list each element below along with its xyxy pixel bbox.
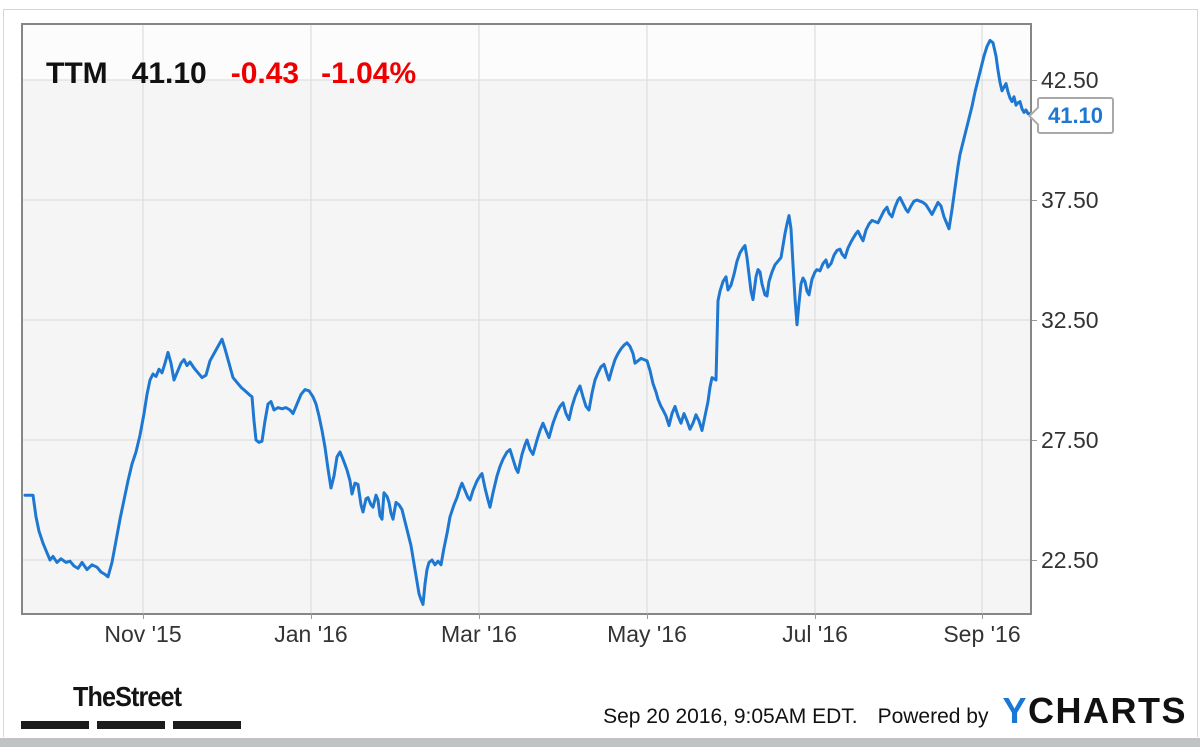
x-axis-tick (311, 613, 312, 619)
attribution-row: Sep 20 2016, 9:05AM EDT. Powered by YCHA… (603, 690, 1187, 732)
thestreet-logo-dash (21, 721, 89, 729)
x-axis-label: Sep '16 (943, 621, 1021, 647)
thestreet-logo-dash (173, 721, 241, 729)
price-line-chart (23, 25, 1030, 613)
ycharts-logo-y: Y (1002, 690, 1028, 731)
thestreet-logo-dash (97, 721, 165, 729)
ycharts-logo-charts: CHARTS (1028, 690, 1187, 731)
callout-value: 41.10 (1047, 102, 1104, 128)
bottom-page-strip (0, 738, 1200, 747)
price-line (23, 38, 1030, 606)
x-axis-label: May '16 (607, 621, 687, 647)
x-axis-tick (479, 613, 480, 619)
y-axis-tick (1032, 80, 1037, 81)
y-axis-label: 42.50 (1041, 67, 1099, 93)
y-axis-label: 22.50 (1041, 547, 1099, 573)
chart-legend: TTM 41.10 -0.43 -1.04% (46, 57, 416, 91)
ticker-symbol: TTM (46, 57, 108, 90)
price-change: -0.43 (230, 57, 300, 90)
price-change-percent: -1.04% (321, 57, 417, 90)
quote-timestamp: Sep 20 2016, 9:05AM EDT. (603, 705, 858, 728)
x-axis-label: Nov '15 (104, 621, 182, 647)
x-axis-tick (143, 613, 144, 619)
thestreet-logo[interactable]: TheStreet (20, 681, 250, 733)
x-axis-label: Jul '16 (782, 621, 848, 647)
powered-by-label: Powered by (877, 705, 989, 728)
last-price-callout: 41.10 (1028, 97, 1114, 134)
last-price: 41.10 (131, 57, 207, 90)
x-axis-label: Jan '16 (274, 621, 348, 647)
x-axis-label: Mar '16 (441, 621, 517, 647)
legend-band (23, 25, 1030, 80)
y-axis-tick (1032, 200, 1037, 201)
chart-plot-area[interactable]: TTM 41.10 -0.43 -1.04% (21, 23, 1032, 615)
ycharts-logo[interactable]: YCHARTS (1002, 690, 1187, 732)
y-axis-label: 37.50 (1041, 187, 1099, 213)
y-axis-tick (1032, 320, 1037, 321)
x-axis-tick (647, 613, 648, 619)
x-axis-tick (815, 613, 816, 619)
y-axis-label: 27.50 (1041, 427, 1099, 453)
y-axis-tick (1032, 440, 1037, 441)
y-axis-tick (1032, 560, 1037, 561)
x-axis-tick (982, 613, 983, 619)
y-axis-label: 32.50 (1041, 307, 1099, 333)
thestreet-logo-text: TheStreet (73, 681, 182, 712)
